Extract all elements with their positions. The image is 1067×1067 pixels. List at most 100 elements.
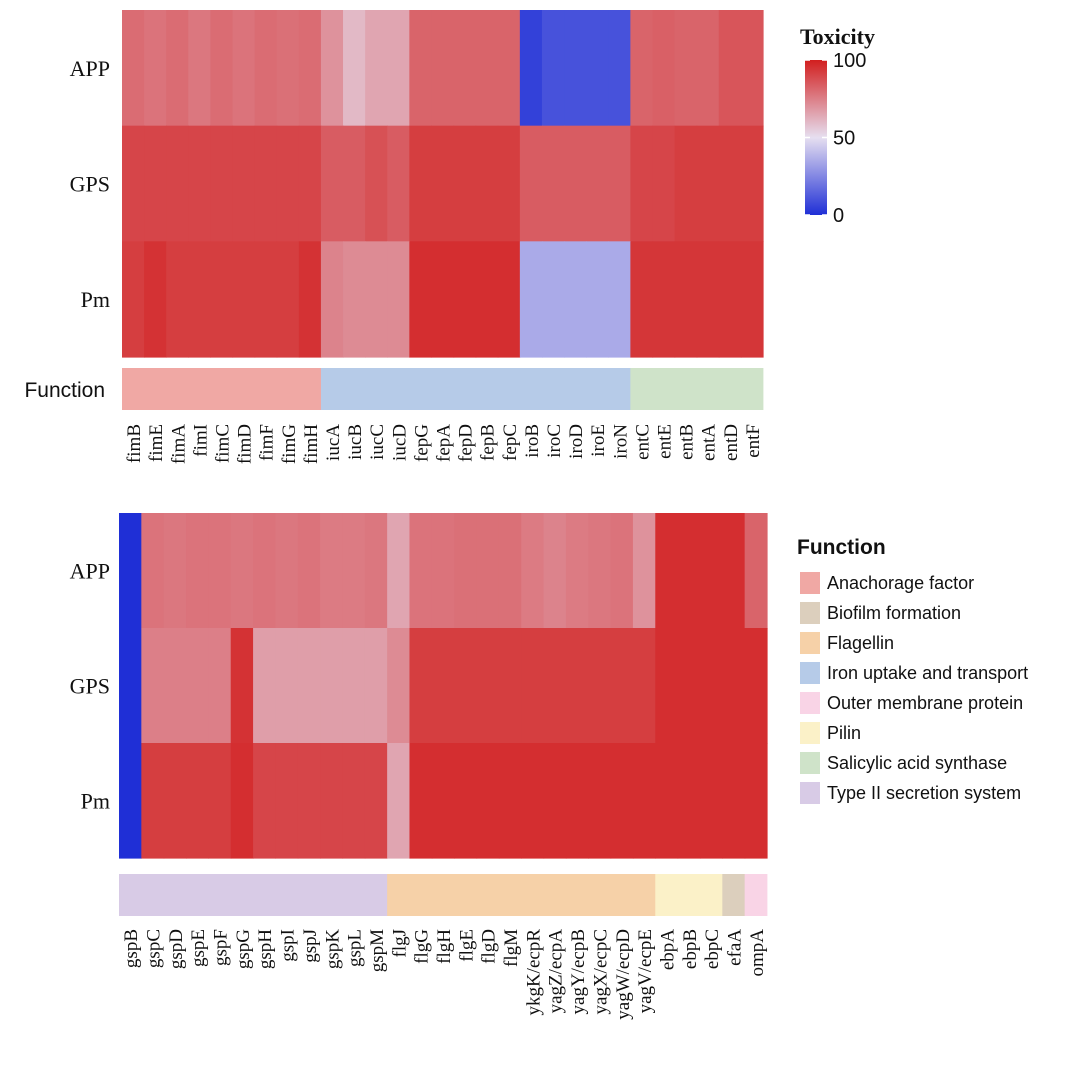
heatmap-cell [454, 628, 478, 744]
function-legend: Function Anachorage factor Biofilm format… [797, 536, 1028, 804]
column-label: fimD [235, 424, 256, 464]
heatmap-cell [476, 743, 500, 859]
function-row-label: Function [24, 379, 105, 402]
column-label: fepA [434, 424, 455, 462]
column-label: ebpC [702, 929, 723, 969]
heatmap-cell [674, 10, 698, 127]
heatmap-cell [718, 125, 742, 242]
column-label: yagV/ecpE [635, 929, 656, 1013]
heatmap-cell [586, 10, 609, 127]
heatmap-cell [230, 513, 254, 629]
heatmap-cell [253, 513, 277, 629]
heatmap-cell [387, 628, 411, 744]
heatmap-cell [498, 743, 522, 859]
column-label: fimG [279, 424, 300, 464]
heatmap-cell [320, 628, 344, 744]
heatmap-cell [541, 10, 565, 127]
column-label: entD [721, 424, 742, 461]
row-label: Pm [81, 287, 110, 312]
function-strip-segment [119, 874, 388, 916]
heatmap-cell [498, 628, 522, 744]
heatmap-cell [454, 513, 478, 629]
column-label: fimB [124, 424, 145, 463]
heatmap-cell [409, 125, 433, 242]
heatmap-cell [699, 628, 723, 744]
heatmap-cell [208, 628, 232, 744]
heatmap-cell [454, 743, 478, 859]
heatmap-cell [652, 10, 676, 127]
column-label: fimA [168, 424, 189, 464]
heatmap-cell [166, 10, 189, 127]
heatmap-cell [364, 513, 388, 629]
column-label: fepG [411, 424, 432, 462]
heatmap-cell [275, 628, 299, 744]
heatmap-cell [610, 743, 634, 859]
heatmap-cell [232, 241, 256, 358]
row-label: APP [70, 559, 110, 584]
column-label: flgM [501, 929, 522, 967]
column-label: gspF [211, 929, 232, 966]
heatmap-cell [588, 628, 612, 744]
heatmap-cell [519, 241, 543, 358]
column-label: efaA [725, 929, 746, 966]
toxicity-legend-title: Toxicity [800, 24, 875, 49]
column-label: fimC [213, 424, 234, 463]
heatmap-cell [188, 125, 212, 242]
toxicity-tick-label: 0 [833, 205, 844, 227]
column-label: iucB [345, 424, 366, 460]
heatmap-cell [275, 513, 299, 629]
heatmap-cell [564, 125, 587, 242]
heatmap-cell [453, 125, 477, 242]
top-heatmap-panel: APP GPS Pm Function fimB fimE fimA fimI fimC fimD… [24, 10, 764, 464]
column-label: flgD [479, 929, 500, 964]
heatmap-cell [365, 10, 388, 127]
heatmap-cell [608, 10, 631, 127]
column-label: flgJ [389, 929, 410, 958]
row-label: Pm [81, 789, 110, 814]
heatmap-cell [565, 743, 589, 859]
heatmap-cell [298, 125, 322, 242]
heatmap-cell [141, 513, 165, 629]
heatmap-cell [141, 743, 165, 859]
function-legend-label: Type II secretion system [827, 783, 1021, 803]
column-label: gspJ [300, 929, 321, 963]
heatmap-cell [387, 125, 410, 242]
column-label: iroB [522, 424, 543, 458]
heatmap-cell [254, 241, 278, 358]
column-label: gspG [233, 929, 254, 969]
toxicity-tick-label: 100 [833, 50, 866, 72]
column-label: flgH [434, 929, 455, 964]
function-legend-label: Outer membrane protein [827, 693, 1023, 713]
function-strip-segment [122, 368, 322, 410]
function-strip-segment [630, 368, 764, 410]
heatmap-cell [565, 513, 589, 629]
function-strip-segment [655, 874, 723, 916]
column-label: fepD [456, 424, 477, 462]
heatmap-cell [210, 241, 234, 358]
heatmap-cell [253, 628, 277, 744]
heatmap-cell [343, 125, 366, 242]
heatmap-cell [208, 743, 232, 859]
column-label: gspM [367, 929, 388, 972]
heatmap-cell [586, 125, 609, 242]
heatmap-cell [232, 125, 256, 242]
heatmap-cell [186, 743, 209, 859]
heatmap-cell [476, 513, 500, 629]
heatmap-cell [543, 513, 567, 629]
heatmap-cell [276, 125, 300, 242]
heatmap-cell [364, 628, 388, 744]
heatmap-cell [409, 10, 433, 127]
heatmap-cell [677, 513, 701, 629]
function-legend-swatch [800, 752, 820, 774]
heatmap-cell [276, 241, 300, 358]
heatmap-cell [431, 241, 455, 358]
heatmap-cell [387, 513, 411, 629]
function-legend-label: Anachorage factor [827, 573, 974, 593]
column-label: fimF [257, 424, 278, 461]
column-label: iucC [367, 424, 388, 460]
heatmap-cell [320, 241, 344, 358]
column-label: flgE [456, 929, 477, 962]
heatmap-cell [541, 125, 565, 242]
heatmap-cell [144, 10, 167, 127]
function-legend-label: Flagellin [827, 633, 894, 653]
